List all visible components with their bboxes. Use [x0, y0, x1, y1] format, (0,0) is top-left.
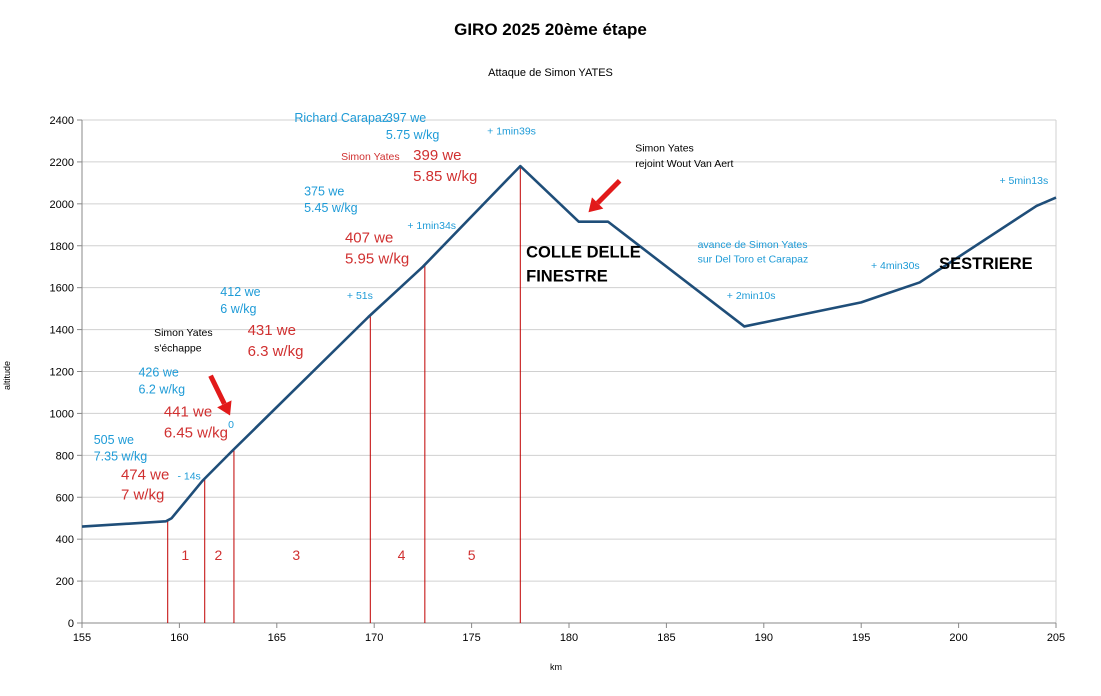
- annotation-label: 5.75 w/kg: [386, 128, 440, 142]
- segment-number: 2: [214, 547, 222, 563]
- x-tick-label: 190: [755, 632, 773, 644]
- x-tick-label: 200: [949, 632, 967, 644]
- x-tick-label: 185: [657, 632, 675, 644]
- x-tick-label: 175: [462, 632, 480, 644]
- annotation-label: Simon Yates: [635, 142, 694, 154]
- annotation-label: 407 we: [345, 230, 393, 247]
- annotation-label: 6 w/kg: [220, 302, 256, 316]
- annotation-label: COLLE DELLE: [526, 243, 641, 261]
- annotation-label: - 14s: [177, 470, 200, 482]
- arrow-head-icon: [217, 400, 232, 416]
- y-tick-label: 200: [56, 576, 74, 588]
- y-axis-label: altitude: [2, 360, 12, 390]
- annotation-label: 426 we: [138, 366, 178, 380]
- segment-number: 3: [292, 547, 300, 563]
- y-tick-label: 2200: [50, 157, 74, 169]
- annotation-label: + 5min13s: [1000, 175, 1049, 187]
- arrow-shaft: [595, 179, 622, 205]
- annotation-label: Richard Carapaz: [294, 111, 388, 125]
- annotation-label: Simon Yates: [154, 327, 213, 339]
- annotation-label: rejoint Wout Van Aert: [635, 158, 733, 170]
- annotation-label: 6.3 w/kg: [248, 343, 304, 360]
- annotation-label: sur Del Toro et Carapaz: [698, 254, 809, 266]
- y-tick-label: 600: [56, 492, 74, 504]
- x-tick-label: 165: [268, 632, 286, 644]
- x-tick-label: 180: [560, 632, 578, 644]
- annotation-label: 6.2 w/kg: [138, 383, 185, 397]
- annotation-label: + 1min34s: [407, 220, 456, 232]
- annotation-label: + 51s: [347, 290, 373, 302]
- y-tick-label: 1200: [50, 367, 74, 379]
- x-axis-label: km: [550, 662, 562, 672]
- arrow-head-icon: [588, 197, 604, 213]
- annotation-label: + 4min30s: [871, 260, 920, 272]
- annotation-label: 5.85 w/kg: [413, 168, 477, 185]
- annotation-label: 397 we: [386, 111, 426, 125]
- annotation-label: s'échappe: [154, 343, 202, 355]
- annotation-label: 7.35 w/kg: [94, 450, 148, 464]
- annotation-label: 7 w/kg: [121, 486, 164, 503]
- y-tick-label: 1600: [50, 283, 74, 295]
- y-tick-label: 1000: [50, 408, 74, 420]
- annotation-label: + 2min10s: [727, 290, 776, 302]
- annotation-label: 399 we: [413, 147, 461, 164]
- annotation-label: Simon Yates: [341, 151, 400, 163]
- annotation-label: 412 we: [220, 285, 260, 299]
- annotation-label: SESTRIERE: [939, 255, 1033, 273]
- segment-number: 5: [468, 547, 476, 563]
- x-tick-label: 195: [852, 632, 870, 644]
- y-tick-label: 400: [56, 534, 74, 546]
- annotation-label: 474 we: [121, 466, 169, 483]
- annotation-label: 6.45 w/kg: [164, 425, 228, 442]
- y-tick-label: 2000: [50, 199, 74, 211]
- x-tick-label: 160: [170, 632, 188, 644]
- annotation-label: 505 we: [94, 433, 134, 447]
- chart-title: GIRO 2025 20ème étape: [454, 20, 647, 39]
- segment-number: 4: [398, 547, 406, 563]
- annotation-label: 5.45 w/kg: [304, 201, 358, 215]
- annotation-label: FINESTRE: [526, 267, 608, 285]
- annotation-label: 0: [228, 419, 234, 431]
- y-tick-label: 1800: [50, 241, 74, 253]
- annotation-label: 5.95 w/kg: [345, 251, 409, 268]
- annotation-label: avance de Simon Yates: [698, 239, 808, 251]
- annotation-label: 375 we: [304, 184, 344, 198]
- segment-number: 1: [181, 547, 189, 563]
- x-tick-label: 170: [365, 632, 383, 644]
- x-tick-label: 205: [1047, 632, 1065, 644]
- annotation-label: 431 we: [248, 322, 296, 339]
- y-tick-label: 800: [56, 450, 74, 462]
- annotation-label: + 1min39s: [487, 126, 536, 138]
- y-tick-label: 2400: [50, 115, 74, 127]
- arrow-shaft: [208, 374, 227, 405]
- chart-subtitle: Attaque de Simon YATES: [488, 67, 613, 79]
- y-tick-label: 1400: [50, 325, 74, 337]
- elevation-profile-line: [81, 164, 1057, 528]
- x-tick-label: 155: [73, 632, 91, 644]
- annotation-label: 441 we: [164, 404, 212, 421]
- y-tick-label: 0: [68, 618, 74, 630]
